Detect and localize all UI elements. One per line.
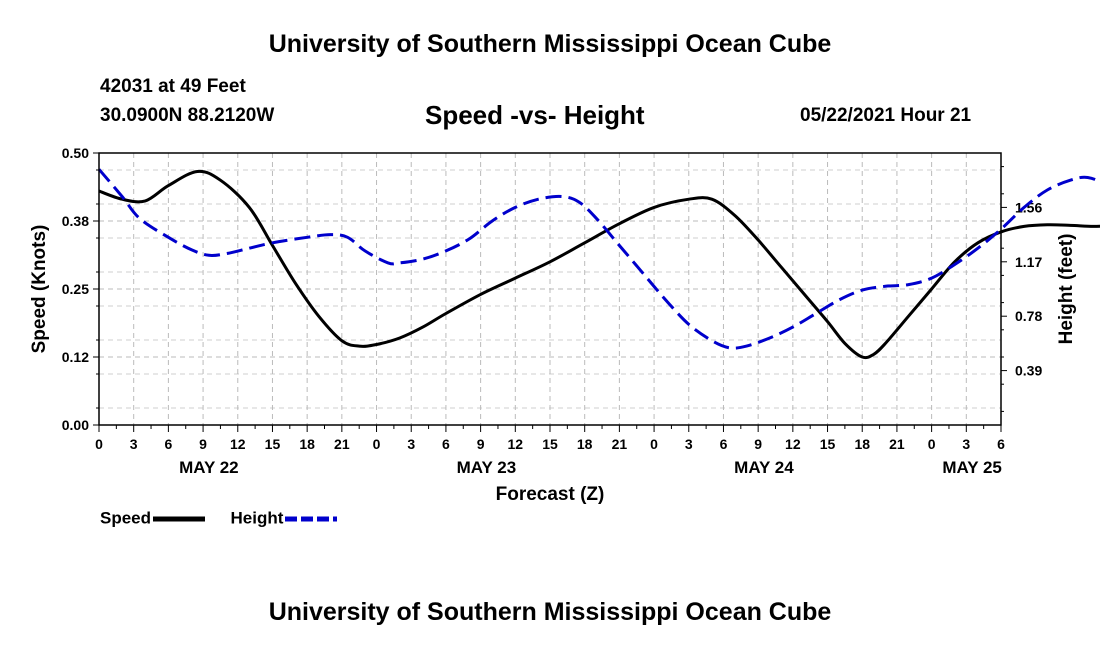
date-label: MAY 23 [457,458,517,477]
date-label: MAY 22 [179,458,239,477]
x-tick-label: 18 [854,436,870,452]
y2-tick-label: 0.78 [1015,308,1042,324]
x-tick-label: 15 [820,436,836,452]
x-tick-label: 6 [720,436,728,452]
x-tick-label: 3 [407,436,415,452]
x-axis-label: Forecast (Z) [496,484,605,505]
y2-axis-label: Height (feet) [1056,234,1077,345]
x-tick-label: 6 [442,436,450,452]
x-tick-label: 0 [95,436,103,452]
legend-height-label: Height [230,508,284,528]
x-tick-label: 6 [164,436,172,452]
x-tick-label: 3 [130,436,138,452]
x-tick-label: 12 [785,436,801,452]
x-tick-label: 3 [685,436,693,452]
x-tick-label: 12 [230,436,246,452]
bottom-title: University of Southern Mississippi Ocean… [268,598,832,626]
y-tick-label: 0.50 [62,145,89,161]
x-tick-label: 9 [477,436,485,452]
top-title: University of Southern Mississippi Ocean… [268,30,832,58]
x-tick-label: 0 [650,436,658,452]
legend-speed-label: Speed [100,508,152,528]
x-tick-label: 9 [199,436,207,452]
x-tick-label: 9 [754,436,762,452]
y2-tick-label: 1.17 [1015,254,1042,270]
grid-lines [99,153,1001,425]
x-tick-label: 18 [299,436,315,452]
y2-tick-label: 0.39 [1015,363,1042,379]
y-axis-label: Speed (Knots) [29,225,50,354]
y-tick-label: 0.00 [62,417,89,433]
y-tick-label: 0.12 [62,349,89,365]
y-tick-label: 0.38 [62,213,89,229]
x-tick-label: 12 [508,436,524,452]
plot-frame [98,152,1002,426]
series-layer [97,168,1100,360]
station-label: 42031 at 49 Feet [100,76,246,97]
datetime-label: 05/22/2021 Hour 21 [800,105,972,126]
x-tick-label: 15 [265,436,281,452]
chart-title: Speed -vs- Height [425,100,645,130]
x-tick-label: 21 [889,436,905,452]
y2-tick-label: 1.56 [1015,199,1042,215]
x-tick-label: 0 [928,436,936,452]
x-tick-label: 0 [373,436,381,452]
x-tick-label: 21 [334,436,350,452]
date-label: MAY 24 [734,458,794,477]
series-line-height [97,168,1100,350]
x-tick-label: 21 [612,436,628,452]
y-tick-label: 0.25 [62,281,89,297]
x-tick-label: 3 [962,436,970,452]
legend-speed-swatch [153,516,206,522]
series-line-speed [98,169,1100,360]
x-tick-label: 6 [997,436,1005,452]
x-tick-label: 18 [577,436,593,452]
axis-ticks: 0 3 6 9 12 15 18 21 0 3 6 9 12 15 18 21 0 3 6 9 12 15 18 21 0 3 6M… [62,145,1043,477]
legend: Speed Height [100,508,339,529]
coordinates-label: 30.0900N 88.2120W [100,105,275,126]
legend-height-swatch [285,516,338,522]
date-label: MAY 25 [942,458,1002,477]
x-tick-label: 15 [542,436,558,452]
